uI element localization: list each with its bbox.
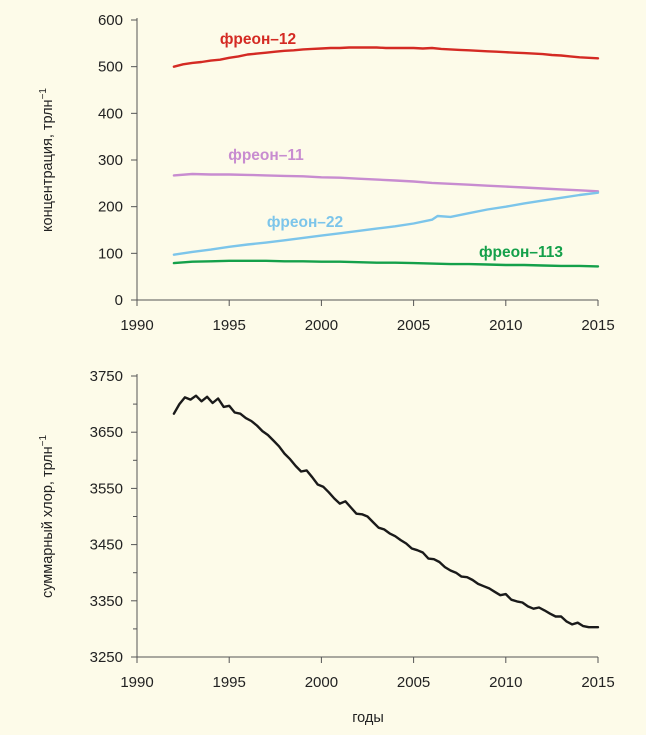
y-tick-label: 400 xyxy=(98,105,123,122)
total-chlorine-chart: 3250 3350 3450 3550 3650 3750 1990 1995 2000 2005… xyxy=(38,368,615,691)
x-tick-label: 2005 xyxy=(397,317,430,334)
series-label: фреон–11 xyxy=(228,147,304,164)
x-tick-label: 1995 xyxy=(213,317,246,334)
y-tick-label: 3450 xyxy=(90,537,123,554)
series-line xyxy=(172,394,600,629)
x-tick-label: 1990 xyxy=(120,317,153,334)
x-tick-label: 2010 xyxy=(489,674,522,691)
x-axis-title: годы xyxy=(352,710,384,726)
y-tick-label: 3350 xyxy=(90,593,123,610)
series-label: фреон–113 xyxy=(479,244,563,261)
y-tick-label: 300 xyxy=(98,152,123,169)
concentration-chart: 0 100 200 300 400 500 600 1990 1995 2000 2005 2010 2… xyxy=(38,12,615,334)
y-tick-label: 3550 xyxy=(90,480,123,497)
x-tick-label: 1990 xyxy=(120,674,153,691)
y-tick-label: 3650 xyxy=(90,424,123,441)
series-line xyxy=(172,191,600,256)
series-line xyxy=(172,259,600,268)
series-label: фреон–22 xyxy=(267,214,343,231)
series-label: фреон–12 xyxy=(220,31,296,48)
y-axis-title: концентрация, трлн−1 xyxy=(38,88,56,232)
x-tick-label: 2010 xyxy=(489,317,522,334)
y-tick-label: 600 xyxy=(98,12,123,29)
series-line xyxy=(172,46,600,68)
y-tick-label: 500 xyxy=(98,59,123,76)
y-tick-label: 3750 xyxy=(90,368,123,385)
y-tick-label: 3250 xyxy=(90,649,123,666)
x-tick-label: 2005 xyxy=(397,674,430,691)
y-tick-label: 200 xyxy=(98,199,123,216)
x-tick-label: 1995 xyxy=(213,674,246,691)
x-tick-label: 2015 xyxy=(581,674,614,691)
x-tick-label: 2000 xyxy=(305,674,338,691)
y-tick-label: 0 xyxy=(115,292,123,309)
series-line xyxy=(172,172,600,193)
x-tick-label: 2015 xyxy=(581,317,614,334)
y-tick-label: 100 xyxy=(98,245,123,262)
y-axis-title: суммарный хлор, трлн−1 xyxy=(38,435,56,599)
x-tick-label: 2000 xyxy=(305,317,338,334)
